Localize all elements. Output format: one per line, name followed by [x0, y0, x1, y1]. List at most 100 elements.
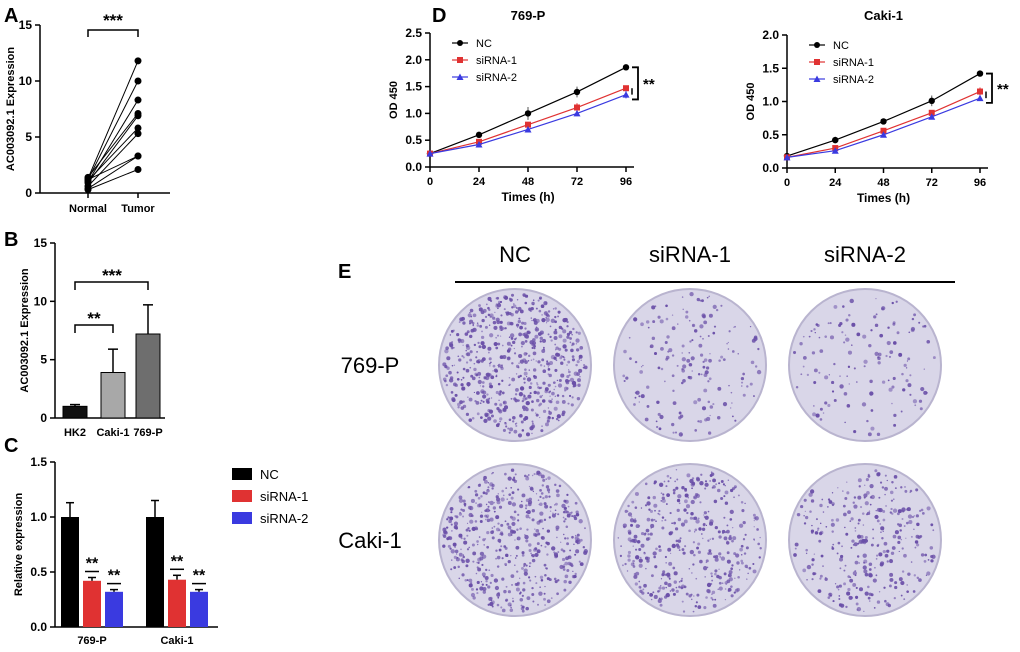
- colony: [693, 553, 696, 557]
- colony: [531, 346, 534, 350]
- colony: [727, 341, 729, 344]
- colony: [471, 416, 475, 420]
- colony: [566, 332, 571, 337]
- colony: [483, 376, 487, 380]
- colony: [647, 592, 650, 595]
- colony: [505, 585, 508, 588]
- colony: [561, 557, 566, 562]
- colony: [708, 358, 712, 363]
- colony: [521, 500, 523, 503]
- colony: [863, 541, 867, 545]
- colony: [665, 357, 669, 361]
- colony: [640, 507, 643, 509]
- colony: [842, 490, 844, 492]
- colony: [833, 304, 838, 309]
- colony: [482, 400, 485, 403]
- colony: [521, 493, 526, 498]
- y-tick-label: 1.5: [405, 80, 422, 94]
- colony: [566, 493, 569, 496]
- colony: [550, 597, 553, 599]
- colony: [753, 335, 758, 340]
- colony: [852, 571, 857, 576]
- x-tick-label: 769-P: [133, 427, 162, 439]
- colony: [646, 517, 651, 522]
- colony: [625, 376, 629, 380]
- colony: [867, 585, 870, 589]
- colony: [685, 315, 689, 319]
- colony: [892, 534, 897, 539]
- colony: [498, 399, 500, 402]
- colony: [634, 582, 638, 586]
- colony: [822, 565, 824, 567]
- colony: [731, 539, 734, 543]
- colony: [537, 299, 540, 302]
- colony: [858, 485, 861, 488]
- colony: [504, 520, 507, 523]
- colony: [658, 586, 662, 590]
- colony: [554, 385, 557, 388]
- colony: [892, 508, 898, 513]
- colony: [543, 597, 546, 601]
- colony: [539, 502, 543, 507]
- colony: [445, 526, 449, 529]
- colony: [811, 351, 816, 355]
- colony: [515, 306, 518, 309]
- colony: [499, 335, 502, 337]
- colony: [558, 484, 562, 488]
- colony: [655, 520, 657, 523]
- colony: [818, 539, 822, 543]
- colony: [711, 598, 714, 601]
- colony: [913, 528, 915, 531]
- colony: [858, 587, 864, 592]
- colony: [554, 509, 557, 512]
- colony: [829, 322, 832, 325]
- colony: [448, 370, 452, 375]
- colony: [501, 608, 506, 613]
- significance-label: **: [108, 568, 121, 585]
- colony: [909, 491, 911, 494]
- colony: [482, 538, 486, 542]
- colony: [705, 559, 709, 563]
- colony: [884, 553, 889, 558]
- colony: [520, 345, 523, 348]
- colony: [540, 544, 543, 547]
- bar: [61, 517, 79, 627]
- colony: [583, 365, 588, 370]
- colony: [535, 307, 538, 310]
- colony: [470, 315, 473, 318]
- colony: [708, 313, 713, 318]
- colony: [500, 531, 504, 535]
- colony: [893, 413, 897, 417]
- colony: [713, 499, 718, 504]
- colony: [528, 485, 531, 488]
- colony: [578, 368, 583, 373]
- colony: [923, 324, 927, 328]
- colony: [508, 431, 511, 434]
- colony: [713, 555, 716, 559]
- colony: [898, 523, 903, 528]
- colony: [709, 474, 713, 478]
- colony: [452, 542, 457, 547]
- legend-marker: [457, 40, 463, 46]
- colony: [910, 561, 913, 563]
- colony: [511, 306, 514, 309]
- colony: [900, 580, 905, 586]
- colony: [549, 395, 551, 397]
- colony: [714, 525, 718, 530]
- colony: [895, 300, 898, 303]
- colony: [915, 488, 919, 492]
- colony: [510, 496, 514, 500]
- colony: [575, 338, 580, 343]
- colony: [904, 486, 906, 488]
- colony: [513, 352, 517, 355]
- colony: [564, 510, 568, 514]
- colony: [652, 495, 656, 500]
- colony: [866, 511, 871, 515]
- colony: [836, 585, 840, 589]
- colony: [556, 414, 561, 419]
- y-tick-label: 5: [40, 353, 47, 367]
- colony: [837, 487, 839, 489]
- colony: [573, 371, 579, 376]
- colony: [629, 518, 635, 523]
- colony: [499, 403, 503, 407]
